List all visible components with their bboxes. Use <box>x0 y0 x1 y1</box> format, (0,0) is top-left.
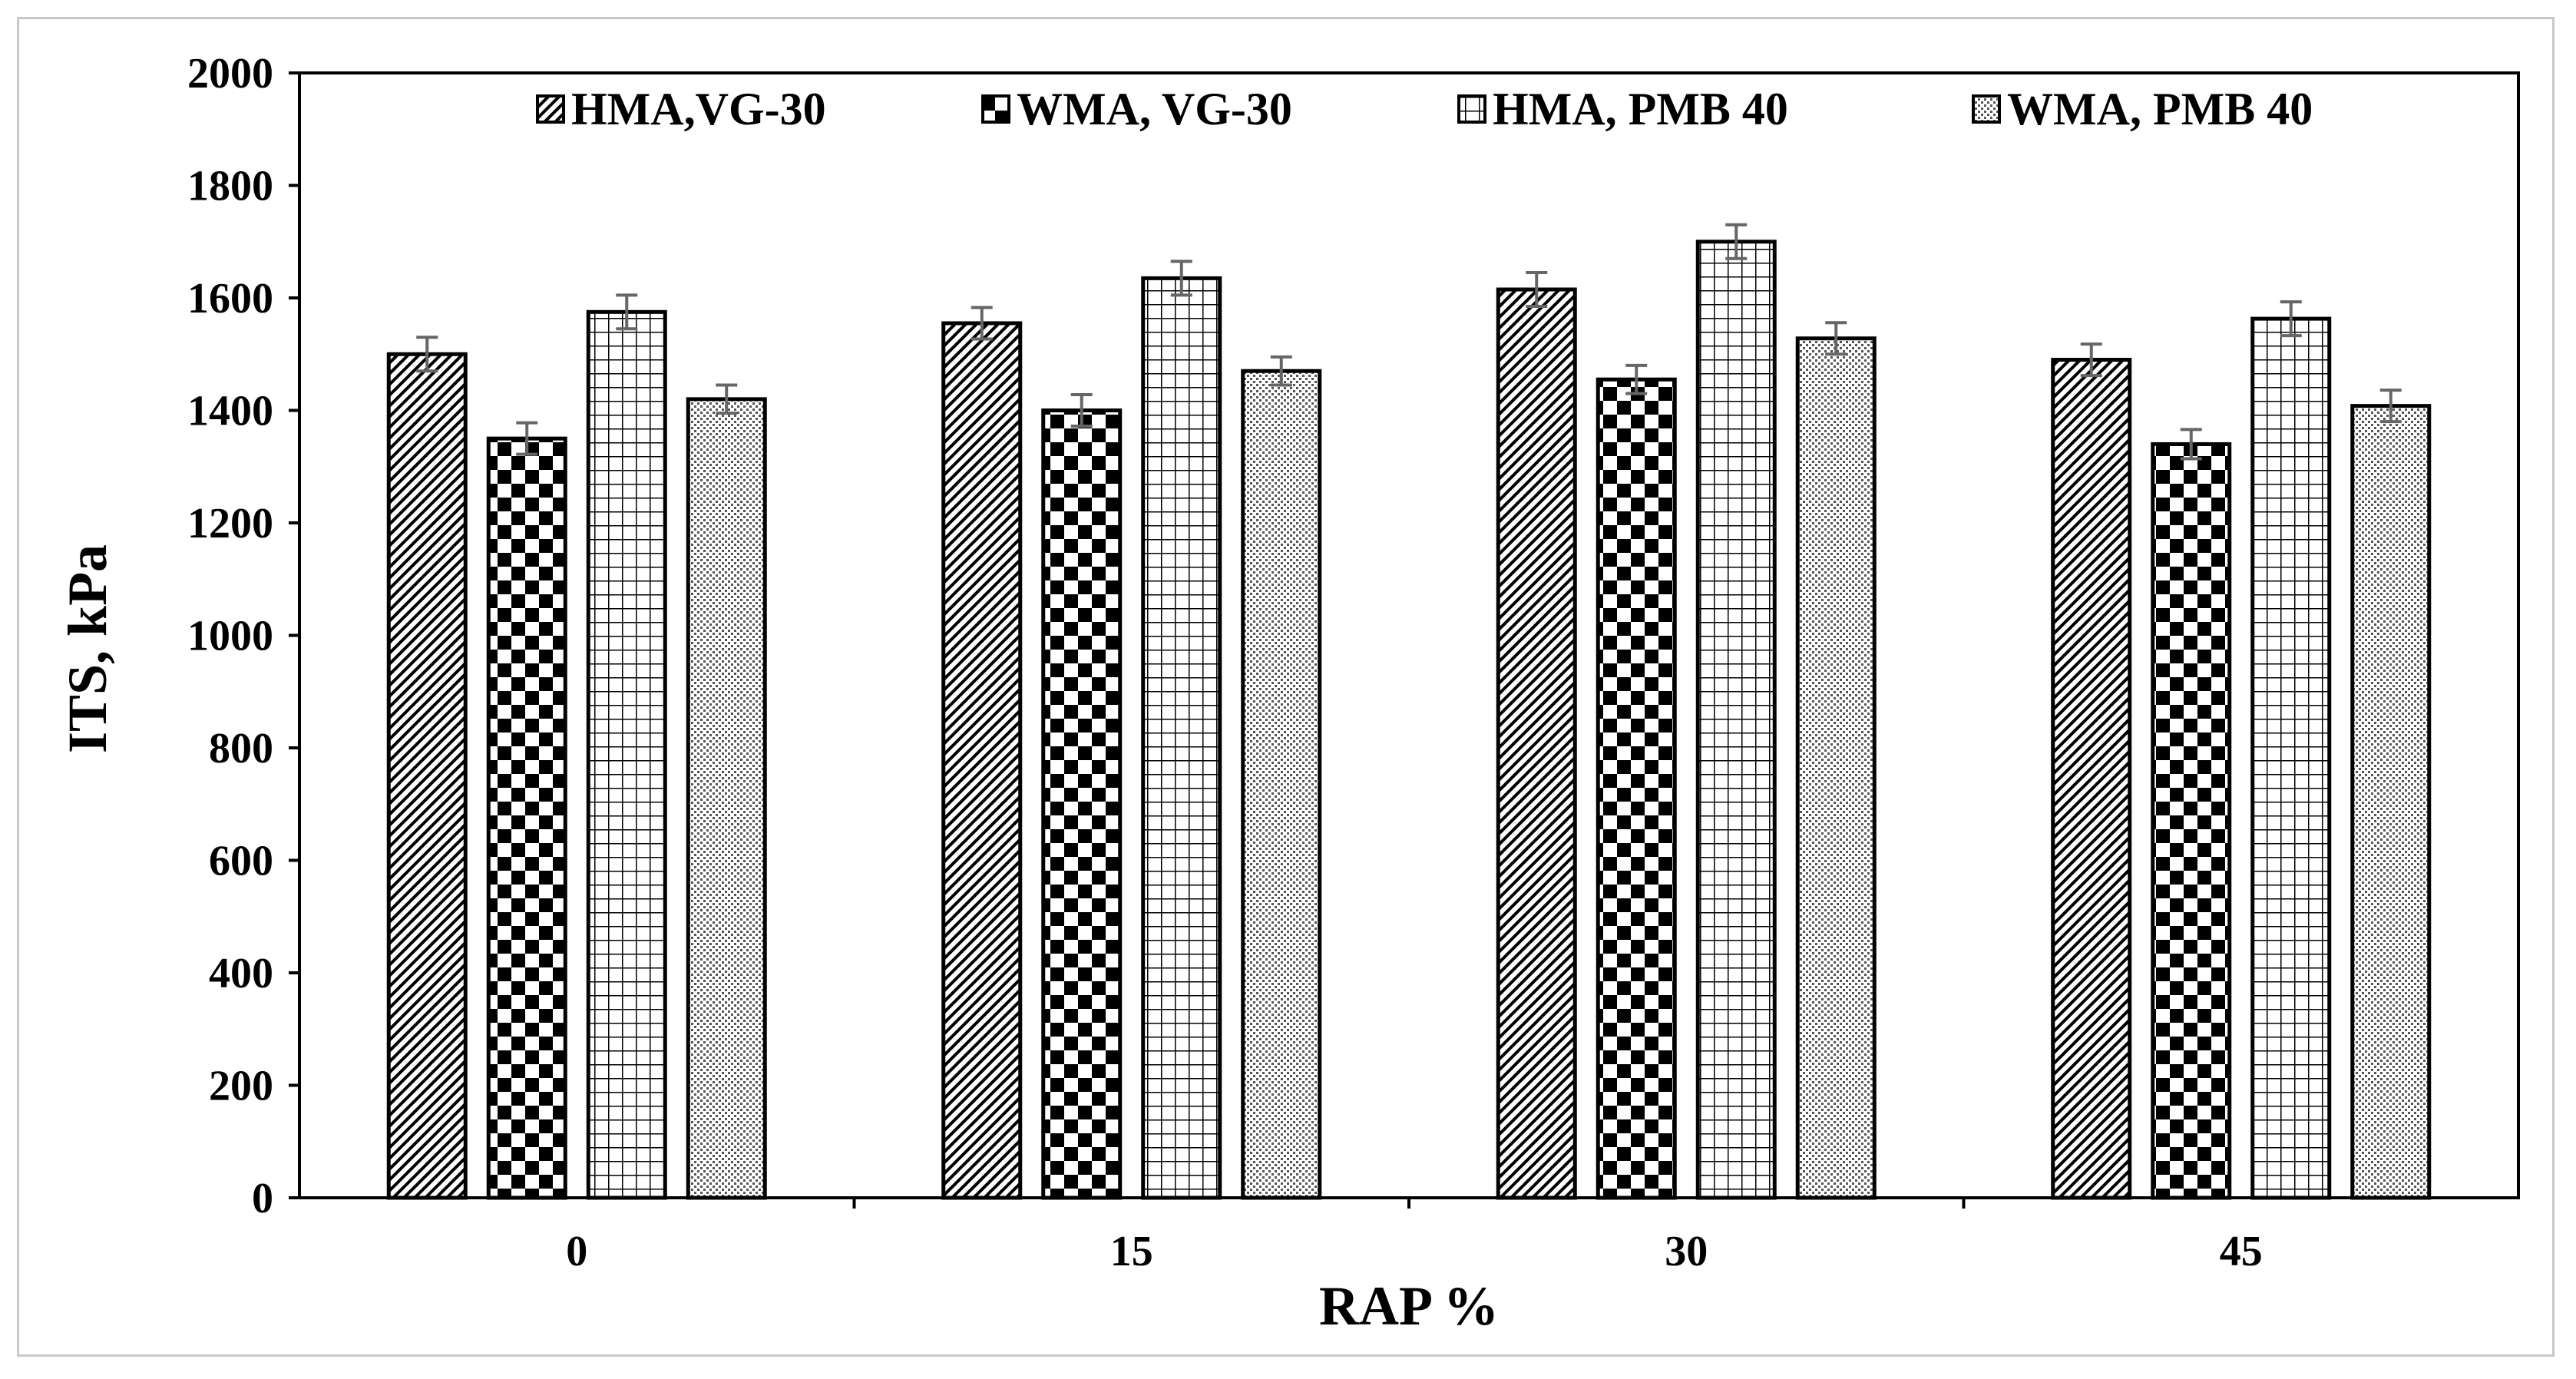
legend-label: HMA, PMB 40 <box>1493 84 1788 134</box>
legend-label: WMA, PMB 40 <box>2007 84 2313 134</box>
x-tick-label: 45 <box>2220 1228 2263 1275</box>
bar <box>1795 336 1877 1200</box>
bar <box>686 397 767 1200</box>
x-tick-label: 30 <box>1665 1228 1708 1275</box>
x-tick-label: 0 <box>566 1228 587 1275</box>
x-axis-ticks: 0 15 30 45 <box>566 1198 2263 1275</box>
legend-label: WMA, VG-30 <box>1017 84 1292 134</box>
y-tick-label: 400 <box>209 950 273 997</box>
legend-swatch <box>536 94 565 124</box>
bar <box>2250 316 2332 1200</box>
bar <box>2151 441 2232 1200</box>
bar <box>2350 404 2432 1200</box>
y-tick-label: 1600 <box>187 275 273 322</box>
bar <box>941 321 1023 1200</box>
bar <box>386 352 468 1200</box>
y-tick-label: 1200 <box>187 500 273 547</box>
bar <box>1596 377 1677 1200</box>
y-tick-label: 1800 <box>187 163 273 210</box>
legend-swatch <box>981 94 1010 124</box>
y-axis-title: ITS, kPa <box>57 544 118 753</box>
x-axis-title: RAP % <box>1319 1275 1499 1337</box>
y-axis-ticks: 0 200 400 600 800 1000 1200 1400 1600 1800 2000 <box>187 50 299 1222</box>
bar <box>586 309 667 1200</box>
bar <box>1695 240 1777 1200</box>
bar <box>1241 369 1322 1200</box>
legend: HMA,VG-30 WMA, VG-30 HMA, PMB 40 WMA, PMB 4… <box>536 84 2313 134</box>
bar <box>2051 358 2132 1200</box>
y-tick-label: 800 <box>209 725 273 772</box>
plot-area <box>298 71 2520 1200</box>
bar <box>1496 287 1577 1200</box>
legend-swatch <box>1972 94 2001 124</box>
bar <box>486 436 567 1200</box>
y-tick-label: 1000 <box>187 613 273 660</box>
y-tick-label: 200 <box>209 1063 273 1110</box>
legend-label: HMA,VG-30 <box>571 84 826 134</box>
y-tick-label: 600 <box>209 838 273 885</box>
x-tick-label: 15 <box>1110 1228 1153 1275</box>
y-tick-label: 0 <box>252 1175 273 1222</box>
legend-swatch <box>1457 94 1486 124</box>
bar <box>1041 408 1123 1200</box>
bar <box>1141 276 1222 1200</box>
y-tick-label: 2000 <box>187 50 273 98</box>
y-tick-label: 1400 <box>187 388 273 435</box>
